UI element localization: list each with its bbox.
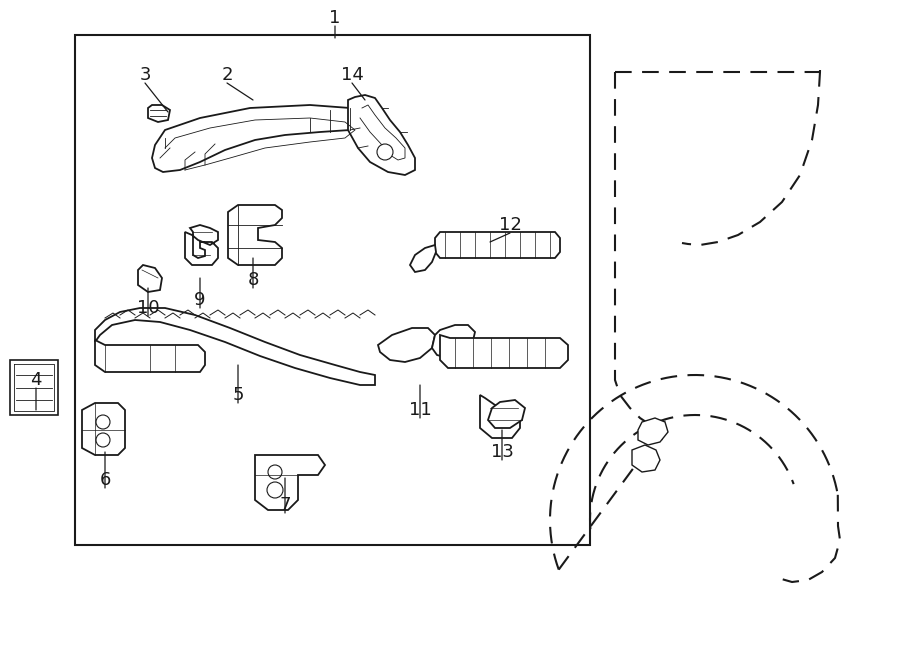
- Text: 8: 8: [248, 271, 258, 289]
- Bar: [75, 35, 590, 545]
- Polygon shape: [435, 232, 560, 258]
- Text: 2: 2: [221, 66, 233, 84]
- Text: 4: 4: [31, 371, 41, 389]
- Polygon shape: [185, 225, 218, 265]
- Text: 12: 12: [499, 216, 521, 234]
- Text: 7: 7: [279, 496, 291, 514]
- Text: 13: 13: [491, 443, 513, 461]
- Text: 1: 1: [329, 9, 341, 27]
- Polygon shape: [148, 105, 170, 122]
- Circle shape: [96, 433, 110, 447]
- Polygon shape: [348, 95, 415, 175]
- Polygon shape: [95, 308, 375, 385]
- Text: 10: 10: [137, 299, 159, 317]
- Polygon shape: [488, 400, 525, 428]
- Polygon shape: [95, 340, 205, 372]
- Text: 3: 3: [140, 66, 151, 84]
- Polygon shape: [138, 265, 162, 292]
- Polygon shape: [440, 335, 568, 368]
- Polygon shape: [228, 205, 282, 265]
- Text: 11: 11: [409, 401, 431, 419]
- Text: 14: 14: [340, 66, 364, 84]
- Text: 5: 5: [232, 386, 244, 404]
- Polygon shape: [410, 245, 436, 272]
- Circle shape: [377, 144, 393, 160]
- Polygon shape: [480, 395, 520, 438]
- Circle shape: [267, 482, 283, 498]
- Polygon shape: [255, 455, 325, 510]
- Text: 9: 9: [194, 291, 206, 309]
- Polygon shape: [432, 325, 475, 358]
- Circle shape: [96, 415, 110, 429]
- Polygon shape: [632, 445, 660, 472]
- Text: 6: 6: [99, 471, 111, 489]
- Polygon shape: [10, 360, 58, 415]
- Polygon shape: [378, 328, 435, 362]
- Polygon shape: [152, 105, 365, 172]
- Polygon shape: [82, 403, 125, 455]
- Circle shape: [268, 465, 282, 479]
- Polygon shape: [638, 418, 668, 445]
